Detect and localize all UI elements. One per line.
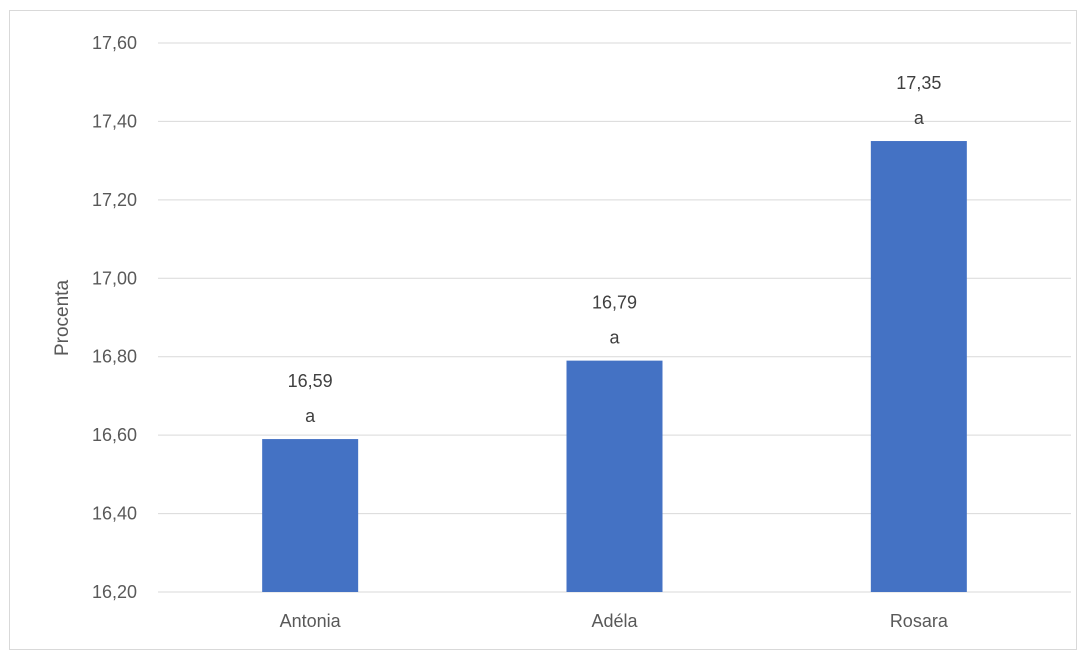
data-label-significance: a — [914, 108, 925, 128]
bar — [870, 141, 967, 593]
y-tick-label: 17,00 — [92, 268, 137, 288]
bar — [566, 360, 663, 592]
y-axis-title: Procenta — [52, 280, 73, 356]
y-tick-label: 16,80 — [92, 347, 137, 367]
y-tick-label: 17,40 — [92, 111, 137, 131]
data-labels: 16,59 a 16,79 a 17,35 a — [288, 73, 942, 426]
y-tick-label: 16,40 — [92, 504, 137, 524]
x-tick-label: Antonia — [280, 611, 342, 631]
x-axis-ticks: Antonia Adéla Rosara — [280, 611, 949, 631]
data-label-significance: a — [305, 406, 316, 426]
y-tick-label: 17,20 — [92, 190, 137, 210]
data-label-value: 17,35 — [896, 73, 941, 93]
x-tick-label: Adéla — [591, 611, 638, 631]
y-axis-ticks: 16,20 16,40 16,60 16,80 17,00 17,20 17,40 17,60 — [92, 33, 137, 602]
data-label-value: 16,79 — [592, 293, 637, 313]
y-tick-label: 17,60 — [92, 33, 137, 53]
data-label-significance: a — [609, 328, 620, 348]
y-tick-label: 16,20 — [92, 582, 137, 602]
bars — [262, 141, 967, 593]
x-tick-label: Rosara — [890, 611, 949, 631]
y-tick-label: 16,60 — [92, 425, 137, 445]
data-label-value: 16,59 — [288, 371, 333, 391]
bar — [262, 439, 359, 592]
